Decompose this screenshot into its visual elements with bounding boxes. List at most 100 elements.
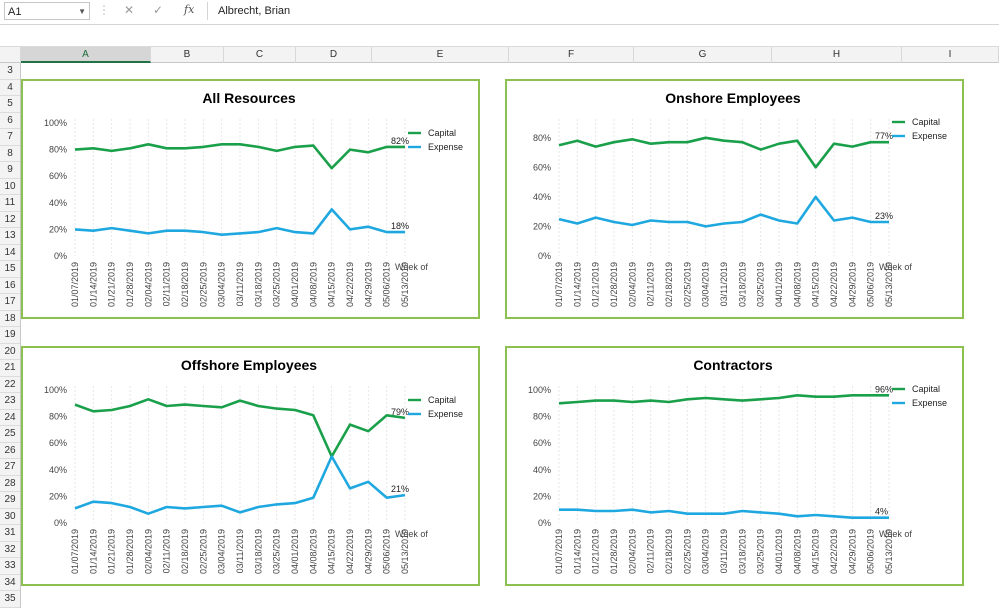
row-header[interactable]: 35: [0, 591, 20, 608]
legend-entry: Capital: [912, 117, 940, 127]
y-tick-label: 100%: [528, 385, 551, 395]
x-tick-label: 04/22/2019: [345, 529, 355, 574]
x-tick-label: 04/29/2019: [363, 262, 373, 307]
x-tick-label: 02/11/2019: [646, 262, 656, 306]
column-header[interactable]: C: [224, 47, 296, 63]
row-header[interactable]: 22: [0, 377, 20, 393]
row-header[interactable]: 24: [0, 410, 20, 426]
x-tick-label: 02/18/2019: [180, 529, 190, 574]
x-tick-label: 04/15/2019: [811, 529, 821, 574]
x-tick-label: 05/13/2019: [884, 529, 894, 574]
row-header[interactable]: 9: [0, 162, 20, 179]
row-header[interactable]: 18: [0, 311, 20, 327]
chart-all-resources[interactable]: All Resources 0% 20% 40% 60% 80% 100% 01/07/201…: [21, 79, 480, 319]
row-header[interactable]: 25: [0, 426, 20, 443]
row-header[interactable]: 20: [0, 344, 20, 360]
x-tick-label: 04/08/2019: [792, 262, 802, 307]
row-header[interactable]: 34: [0, 575, 20, 591]
y-tick-label: 80%: [533, 412, 551, 422]
x-tick-label: 01/07/2019: [554, 262, 564, 307]
column-header[interactable]: G: [634, 47, 772, 63]
x-tick-label: 03/04/2019: [217, 529, 227, 574]
row-header[interactable]: 30: [0, 509, 20, 525]
select-all-corner[interactable]: [0, 47, 21, 63]
data-label: 77%: [875, 131, 893, 141]
chart-onshore-employees[interactable]: Onshore Employees 0% 20% 40% 60% 80% 01/07/201…: [505, 79, 964, 319]
x-tick-label: 04/08/2019: [308, 262, 318, 307]
cancel-icon[interactable]: ✕: [124, 3, 135, 17]
y-tick-label: 40%: [49, 465, 67, 475]
column-header[interactable]: H: [772, 47, 902, 63]
x-tick-label: 03/18/2019: [253, 529, 263, 574]
data-label: 21%: [391, 484, 409, 494]
x-tick-label: 03/11/2019: [719, 529, 729, 573]
x-tick-label: 04/01/2019: [774, 529, 784, 574]
column-header[interactable]: I: [902, 47, 999, 63]
row-header[interactable]: 14: [0, 245, 20, 261]
insert-function-icon[interactable]: fx: [184, 3, 195, 16]
row-header[interactable]: 27: [0, 459, 20, 476]
column-header[interactable]: A: [21, 47, 151, 63]
series-line-expense: [74, 208, 405, 236]
row-header[interactable]: 7: [0, 129, 20, 146]
row-header[interactable]: 26: [0, 443, 20, 459]
x-tick-label: 04/15/2019: [327, 262, 337, 307]
row-header[interactable]: 29: [0, 492, 20, 509]
x-tick-label: 01/07/2019: [70, 529, 80, 574]
data-label: 82%: [391, 136, 409, 146]
column-header[interactable]: B: [151, 47, 224, 63]
x-tick-label: 05/13/2019: [400, 529, 410, 574]
name-box[interactable]: A1 ▼: [4, 2, 90, 20]
row-header[interactable]: 28: [0, 476, 20, 492]
row-header[interactable]: 10: [0, 179, 20, 195]
formula-bar: A1 ▼ ⋮ ✕ ✓ fx Albrecht, Brian: [0, 0, 999, 25]
x-tick-label: 03/25/2019: [272, 529, 282, 574]
x-tick-label: 01/21/2019: [107, 262, 117, 307]
row-header[interactable]: 6: [0, 113, 20, 129]
x-tick-label: 03/11/2019: [719, 262, 729, 306]
formula-input[interactable]: Albrecht, Brian: [207, 2, 997, 20]
row-header[interactable]: 31: [0, 525, 20, 542]
row-header[interactable]: 21: [0, 360, 20, 377]
row-header[interactable]: 3: [0, 63, 20, 80]
row-header[interactable]: 16: [0, 278, 20, 294]
column-header-bar: A B C D E F G H I: [0, 46, 999, 63]
chart-svg: Offshore Employees 0% 20% 40% 60% 80% 100% 01/0…: [44, 357, 463, 574]
series-line-expense: [558, 195, 889, 228]
name-box-value: A1: [8, 6, 22, 18]
row-header[interactable]: 13: [0, 228, 20, 245]
y-tick-label: 80%: [49, 412, 67, 422]
x-tick-label: 01/21/2019: [591, 529, 601, 574]
x-tick-label: 02/11/2019: [162, 529, 172, 573]
row-header[interactable]: 33: [0, 558, 20, 575]
row-header[interactable]: 4: [0, 80, 20, 96]
row-header[interactable]: 8: [0, 146, 20, 162]
column-header[interactable]: E: [372, 47, 509, 63]
chart-offshore-employees[interactable]: Offshore Employees 0% 20% 40% 60% 80% 100% 01/0…: [21, 346, 480, 586]
series-line-expense: [74, 455, 406, 515]
x-tick-label: 02/04/2019: [627, 262, 637, 307]
column-header[interactable]: D: [296, 47, 372, 63]
column-header[interactable]: F: [509, 47, 634, 63]
row-header[interactable]: 5: [0, 96, 20, 113]
chevron-down-icon[interactable]: ▼: [78, 7, 86, 16]
row-header[interactable]: 15: [0, 261, 20, 278]
row-header[interactable]: 32: [0, 542, 20, 558]
x-tick-label: 04/29/2019: [363, 529, 373, 574]
x-tick-label: 01/14/2019: [88, 262, 98, 307]
row-header[interactable]: 19: [0, 327, 20, 344]
y-tick-label: 60%: [533, 162, 551, 172]
row-header[interactable]: 23: [0, 393, 20, 410]
series-line-capital: [558, 393, 889, 405]
row-header[interactable]: 17: [0, 294, 20, 311]
x-tick-label: 01/21/2019: [591, 262, 601, 307]
chart-contractors[interactable]: Contractors 0% 20% 40% 60% 80% 100% 01/07/2019 0…: [505, 346, 964, 586]
x-tick-label: 02/18/2019: [180, 262, 190, 307]
row-header[interactable]: 12: [0, 212, 20, 228]
row-header[interactable]: 11: [0, 195, 20, 212]
series-line-capital: [74, 397, 406, 458]
x-tick-label: 04/01/2019: [290, 262, 300, 307]
chart-title: All Resources: [202, 90, 296, 106]
enter-icon[interactable]: ✓: [153, 3, 164, 17]
x-tick-label: 03/25/2019: [272, 262, 282, 307]
